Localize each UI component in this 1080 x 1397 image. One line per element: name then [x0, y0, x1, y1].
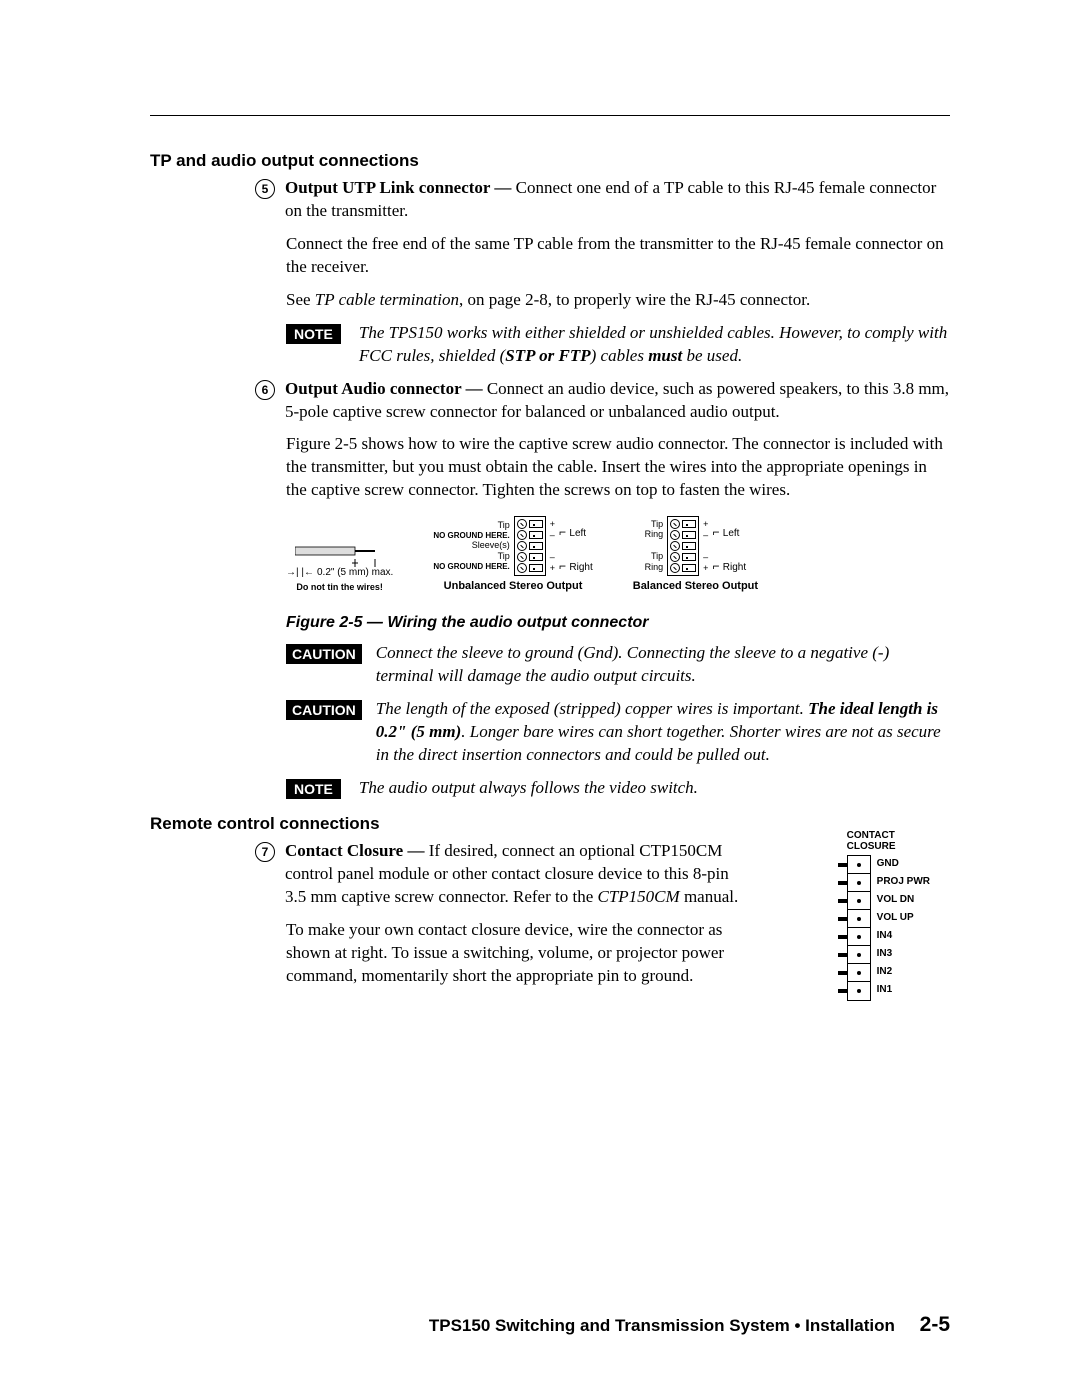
note-2-text: The audio output always follows the vide…: [359, 777, 950, 800]
bal-signals: + – – +: [703, 519, 708, 574]
page: TP and audio output connections 5 Output…: [0, 0, 1080, 1397]
note-badge: NOTE: [286, 324, 341, 344]
item-7-lead: Contact Closure —: [285, 841, 424, 860]
note-2: NOTE The audio output always follows the…: [286, 777, 950, 800]
para-7a: To make your own contact closure device,…: [286, 919, 766, 988]
figure-2-5: →| |←0.2" (5 mm) max. Do not tin the wir…: [286, 516, 950, 592]
lead-wire-icon: [295, 537, 385, 567]
contact-closure-pinout: CONTACT CLOSURE GND PROJ PWR VOL DN VOL …: [847, 830, 930, 1001]
para-5a: Connect the free end of the same TP cabl…: [286, 233, 950, 279]
callout-5: 5: [255, 179, 275, 199]
unbal-lr: ⌐ Left ⌐ Right: [559, 519, 593, 573]
caution-badge: CAUTION: [286, 644, 362, 664]
caution-2: CAUTION The length of the exposed (strip…: [286, 698, 950, 767]
item-6: 6 Output Audio connector — Connect an au…: [255, 378, 950, 424]
balanced-group: Tip Ring Tip Ring +: [633, 516, 758, 592]
bal-lr: ⌐ Left ⌐ Right: [712, 519, 746, 573]
caution-1: CAUTION Connect the sleeve to ground (Gn…: [286, 642, 950, 688]
item-5: 5 Output UTP Link connector — Connect on…: [255, 177, 950, 223]
unbal-wire-labels: Tip NO GROUND HERE. Sleeve(s) Tip NO GRO…: [433, 521, 509, 572]
note-1: NOTE The TPS150 works with either shield…: [286, 322, 950, 368]
note-badge-2: NOTE: [286, 779, 341, 799]
caution-1-text: Connect the sleeve to ground (Gnd). Conn…: [376, 642, 950, 688]
item-7-text: Contact Closure — If desired, connect an…: [285, 840, 745, 909]
caution-2-text: The length of the exposed (stripped) cop…: [376, 698, 950, 767]
pin-labels: GND PROJ PWR VOL DN VOL UP IN4 IN3 IN2 I…: [877, 855, 930, 999]
item-6-lead: Output Audio connector —: [285, 379, 483, 398]
footer-text: TPS150 Switching and Transmission System…: [429, 1316, 895, 1335]
strip-dimension: →| |←0.2" (5 mm) max. Do not tin the wir…: [286, 537, 393, 592]
unbalanced-group: Tip NO GROUND HERE. Sleeve(s) Tip NO GRO…: [433, 516, 592, 592]
callout-6: 6: [255, 380, 275, 400]
page-footer: TPS150 Switching and Transmission System…: [429, 1313, 950, 1337]
item-5-lead: Output UTP Link connector —: [285, 178, 511, 197]
figure-2-5-caption: Figure 2-5 — Wiring the audio output con…: [286, 614, 950, 632]
note-1-text: The TPS150 works with either shielded or…: [359, 322, 950, 368]
heading-tp-audio: TP and audio output connections: [150, 151, 950, 171]
bal-connector: [667, 516, 699, 576]
unbal-connector: [514, 516, 546, 576]
para-6a: Figure 2-5 shows how to wire the captive…: [286, 433, 950, 502]
page-number: 2-5: [920, 1313, 950, 1336]
caution-badge-2: CAUTION: [286, 700, 362, 720]
heading-remote: Remote control connections: [150, 814, 950, 834]
pin-column: [847, 855, 871, 1001]
para-5b: See TP cable termination, on page 2-8, t…: [286, 289, 950, 312]
unbal-signals: + – – +: [550, 519, 555, 574]
bal-wire-labels: Tip Ring Tip Ring: [645, 520, 664, 573]
item-5-text: Output UTP Link connector — Connect one …: [285, 177, 950, 223]
callout-7: 7: [255, 842, 275, 862]
item-6-text: Output Audio connector — Connect an audi…: [285, 378, 950, 424]
top-rule: [150, 115, 950, 116]
